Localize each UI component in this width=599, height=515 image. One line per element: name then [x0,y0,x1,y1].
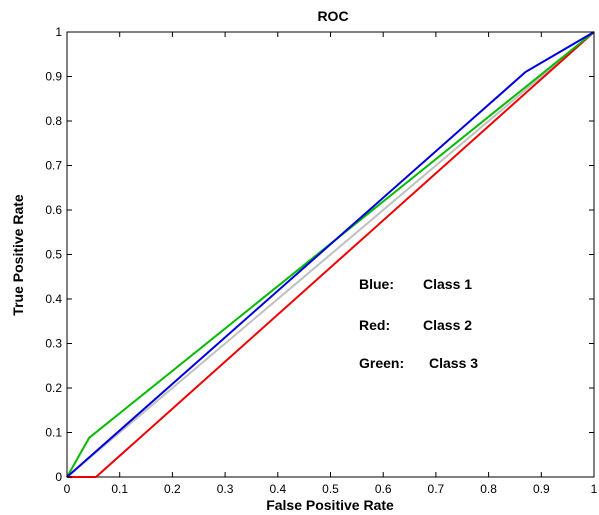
green-series [66,31,595,478]
gray-diagonal [66,31,595,478]
series-layer [66,31,595,478]
plot-area: 0 0.1 0.2 0.3 0.4 0.5 0.6 0.7 0.8 0.9 1 0 0.1 0.2 0.3 0… [45,25,597,496]
annotation-value-red: Class 2 [423,317,472,333]
x-tick-label: 0.8 [480,482,497,496]
x-tick-label: 0 [64,482,71,496]
x-tick-label: 0.4 [269,482,286,496]
y-tick-label: 0.8 [45,114,62,128]
y-tick-label: 1 [55,25,62,39]
x-tick-label: 0.6 [375,482,392,496]
x-tick-label: 1 [591,482,598,496]
class-annotations: Blue: Class 1 Red: Class 2 Green: Class … [359,276,478,371]
x-tick-label: 0.2 [164,482,181,496]
x-tick-label: 0.3 [217,482,234,496]
y-tick-label: 0.1 [45,426,62,440]
y-axis-title: True Positive Rate [10,194,26,316]
x-tick-label: 0.5 [322,482,339,496]
tick-layer: 0 0.1 0.2 0.3 0.4 0.5 0.6 0.7 0.8 0.9 1 0 0.1 0.2 0.3 0… [45,25,597,496]
y-tick-label: 0.2 [45,381,62,395]
chart-title: ROC [317,8,348,24]
annotation-value-blue: Class 1 [423,276,472,292]
annotation-label-blue: Blue: [359,276,394,292]
annotation-label-red: Red: [359,317,390,333]
blue-series [66,31,595,478]
red-series [67,31,595,478]
y-tick-label: 0.5 [45,248,62,262]
y-tick-label: 0.4 [45,292,62,306]
y-tick-label: 0.7 [45,159,62,173]
annotation-value-green: Class 3 [429,355,478,371]
x-tick-label: 0.7 [428,482,445,496]
y-tick-label: 0.3 [45,337,62,351]
y-tick-label: 0.6 [45,203,62,217]
x-tick-label: 0.9 [533,482,550,496]
y-tick-label: 0.9 [45,70,62,84]
y-tick-label: 0 [55,470,62,484]
x-tick-label: 0.1 [111,482,128,496]
annotation-label-green: Green: [359,355,404,371]
x-axis-title: False Positive Rate [266,497,394,513]
